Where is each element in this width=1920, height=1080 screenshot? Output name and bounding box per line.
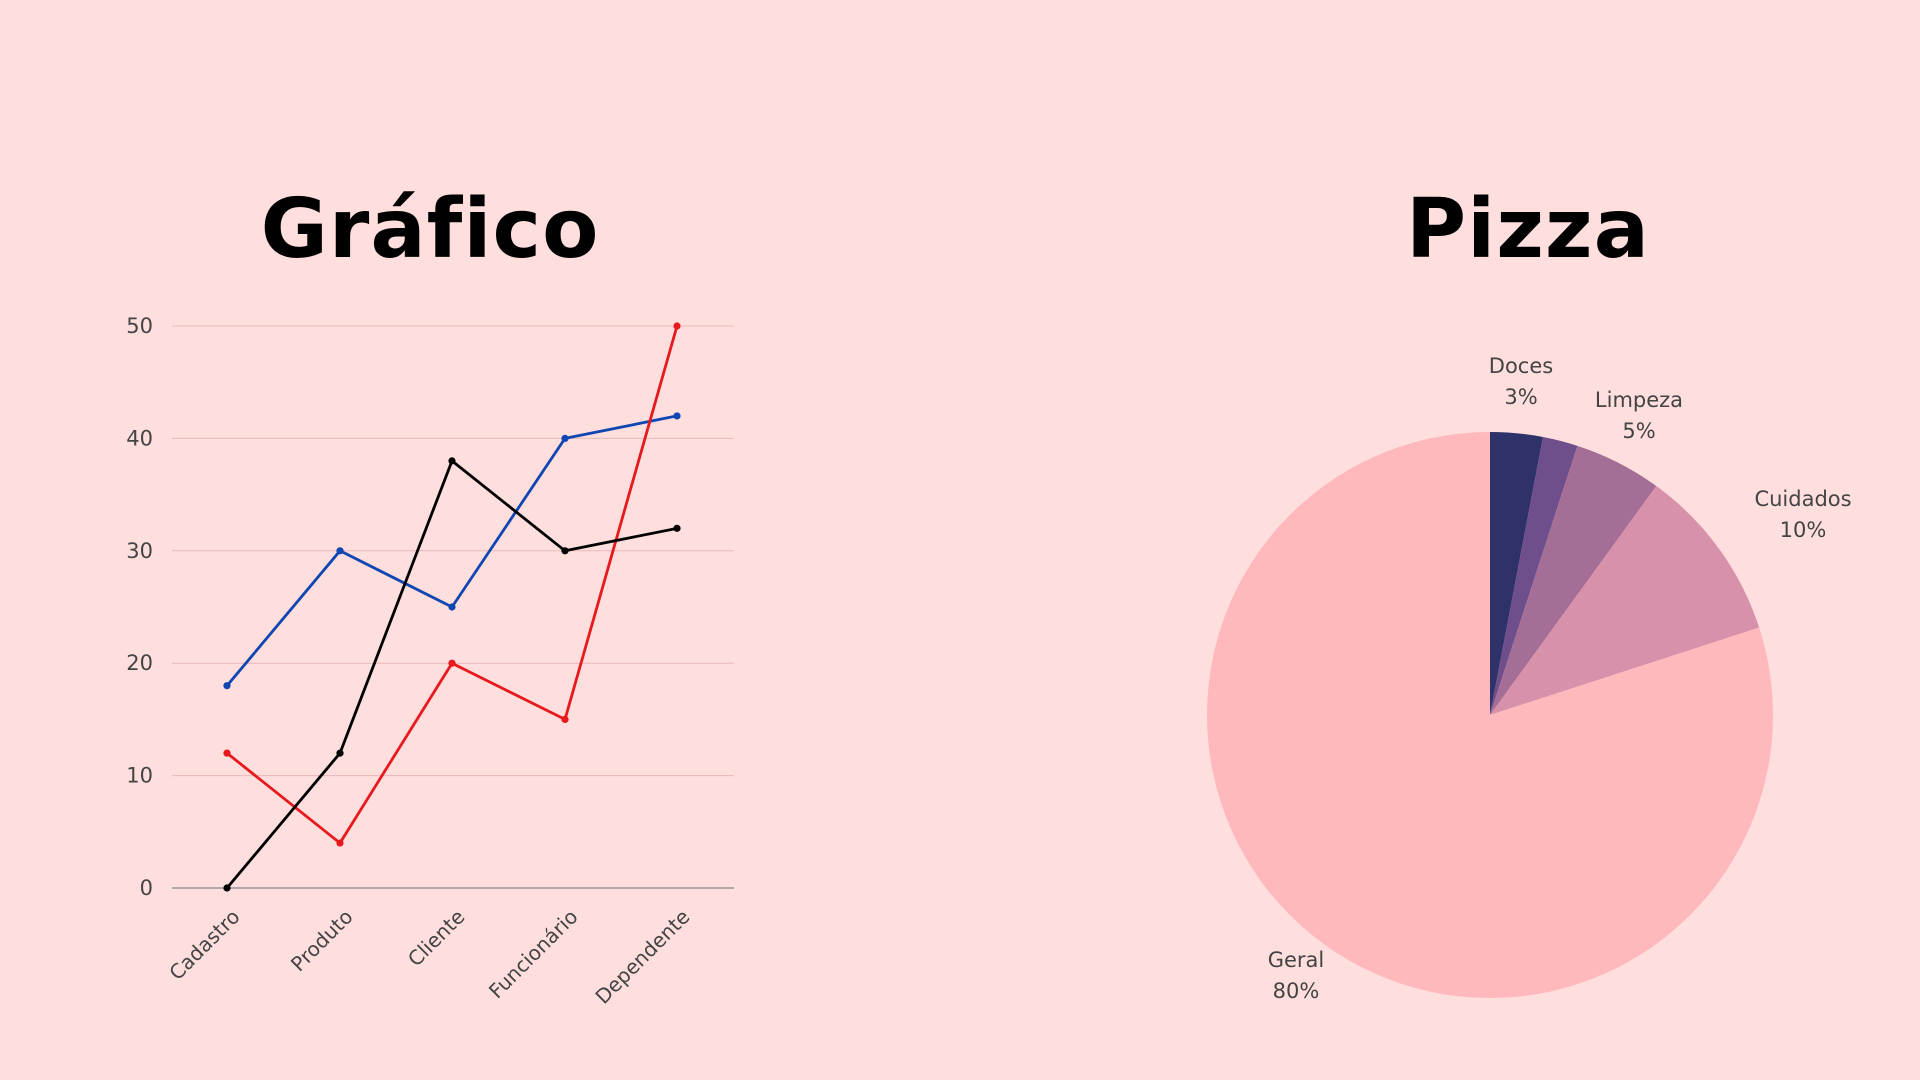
pie-slice-percent: 5%: [1622, 419, 1655, 443]
data-point: [561, 434, 569, 442]
data-point: [448, 457, 456, 465]
data-point: [223, 884, 231, 892]
pie-slice: [1490, 437, 1578, 715]
data-point: [223, 749, 231, 757]
y-tick-label: 0: [140, 876, 153, 900]
pie-slice: [1490, 486, 1760, 715]
data-point: [448, 603, 456, 611]
y-tick-label: 30: [126, 539, 153, 563]
pie-slice-label: Limpeza: [1595, 388, 1683, 412]
y-tick-label: 10: [126, 764, 153, 788]
pie-slice: [1490, 432, 1544, 715]
data-point: [673, 322, 681, 330]
y-tick-label: 50: [126, 314, 153, 338]
pie-slice-label: Geral: [1268, 948, 1325, 972]
pie-slice-label: Cuidados: [1754, 487, 1851, 511]
data-point: [448, 659, 456, 667]
pie-slice-percent: 80%: [1273, 979, 1320, 1003]
data-point: [336, 839, 344, 847]
pie-slice: [1207, 432, 1774, 998]
pie-slice-percent: 10%: [1780, 518, 1827, 542]
data-point: [223, 682, 231, 690]
y-tick-label: 20: [126, 651, 153, 675]
data-point: [336, 749, 344, 757]
pie-slice-label: Doces: [1489, 354, 1553, 378]
y-tick-label: 40: [126, 426, 153, 450]
data-point: [673, 524, 681, 532]
pie-slice-percent: 3%: [1504, 385, 1537, 409]
data-point: [673, 412, 681, 420]
line-chart-title: Gráfico: [260, 182, 600, 277]
data-point: [561, 715, 569, 724]
pie-slice: [1490, 445, 1657, 715]
pie-chart-title: Pizza: [1406, 182, 1650, 277]
data-point: [561, 547, 569, 555]
data-point: [336, 547, 344, 555]
